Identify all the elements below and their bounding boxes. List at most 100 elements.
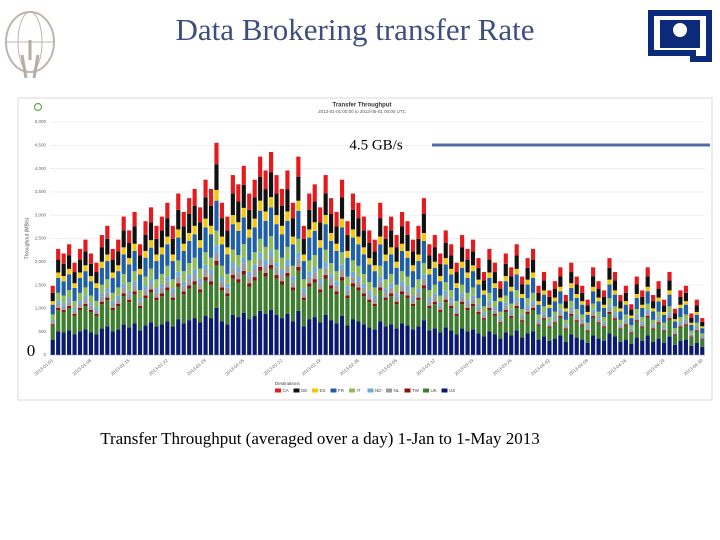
bar-segment [339,280,345,317]
bar-segment [170,288,175,293]
bar-segment [274,224,279,250]
bar-segment [208,269,214,275]
bar-segment [176,229,181,238]
bar-segment [476,279,481,285]
bar-segment [421,285,426,289]
bar-segment [596,338,601,355]
bar-segment [470,303,476,307]
bar-segment [268,250,274,257]
bar-segment [159,230,164,248]
bar-segment [148,247,154,269]
bar-segment [438,311,443,333]
bar-segment [645,291,650,304]
bar-segment [656,297,661,302]
bar-segment [301,326,306,355]
bar-segment [492,287,497,301]
bar-segment [492,262,497,273]
bar-segment [640,340,645,355]
bar-segment [530,277,536,293]
bar-segment [427,297,432,302]
bar-segment [498,281,503,289]
bar-segment [50,301,55,305]
bar-segment [105,225,110,239]
bar-segment [629,309,634,316]
bar-segment [274,175,279,194]
bar-segment [127,302,132,328]
bar-segment [372,287,377,296]
bar-segment [634,337,639,355]
bar-segment [290,202,295,219]
bar-segment [503,332,508,355]
bar-segment [143,234,148,251]
bar-segment [203,316,208,355]
bar-segment [525,267,530,280]
bar-segment [454,262,459,273]
bar-segment [700,333,705,336]
bar-segment [187,263,192,275]
bar-segment [154,225,159,239]
bar-segment [623,321,628,325]
bar-segment [285,276,290,314]
bar-segment [192,318,197,355]
bar-segment [274,267,279,276]
bar-segment [585,326,590,329]
bar-segment [645,316,650,318]
bar-segment [574,320,579,322]
bar-segment [236,222,241,231]
bar-segment [77,303,83,308]
bar-segment [694,311,699,315]
bar-segment [77,300,83,304]
bar-segment [345,234,350,251]
bar-segment [476,284,481,299]
bar-segment [580,314,585,320]
bar-segment [547,304,552,309]
bar-segment [290,287,295,291]
bar-segment [143,298,148,326]
bar-segment [165,202,170,219]
bar-segment [279,274,285,282]
bar-segment [541,336,547,355]
bar-segment [361,273,366,284]
bar-segment [263,246,268,260]
bar-segment [416,292,421,298]
bar-segment [383,261,388,280]
bar-segment [661,314,667,323]
bar-segment [247,283,252,287]
bar-segment [372,251,377,266]
bar-segment [241,270,246,275]
bar-segment [345,250,350,258]
bar-segment [438,263,443,277]
bar-segment [323,278,328,316]
bar-segment [651,311,656,320]
bar-segment [607,258,612,268]
bar-segment [329,320,334,355]
bar-segment [525,333,530,355]
bar-segment [268,152,274,173]
bar-segment [339,179,345,198]
bar-segment [432,247,437,262]
bar-segment [383,326,388,355]
bar-segment [334,294,339,324]
bar-segment [623,325,628,340]
bar-segment [225,254,230,274]
bar-segment [503,281,508,296]
legend-label: CA [283,388,289,393]
bar-segment [438,309,443,312]
bar-segment [367,230,372,244]
bar-segment [378,287,383,291]
bar-segment [552,281,557,289]
bar-segment [530,331,536,355]
bar-segment [460,301,465,305]
bar-segment [465,307,470,310]
bar-segment [438,302,443,306]
bar-segment [536,301,541,305]
bar-segment [449,255,454,269]
bar-segment [198,322,203,355]
bar-segment [563,325,568,329]
bar-segment [454,334,459,355]
bar-segment [110,309,115,332]
bar-segment [394,328,399,355]
bar-segment [530,259,536,273]
y-tick-label: 2,500 [35,236,47,241]
